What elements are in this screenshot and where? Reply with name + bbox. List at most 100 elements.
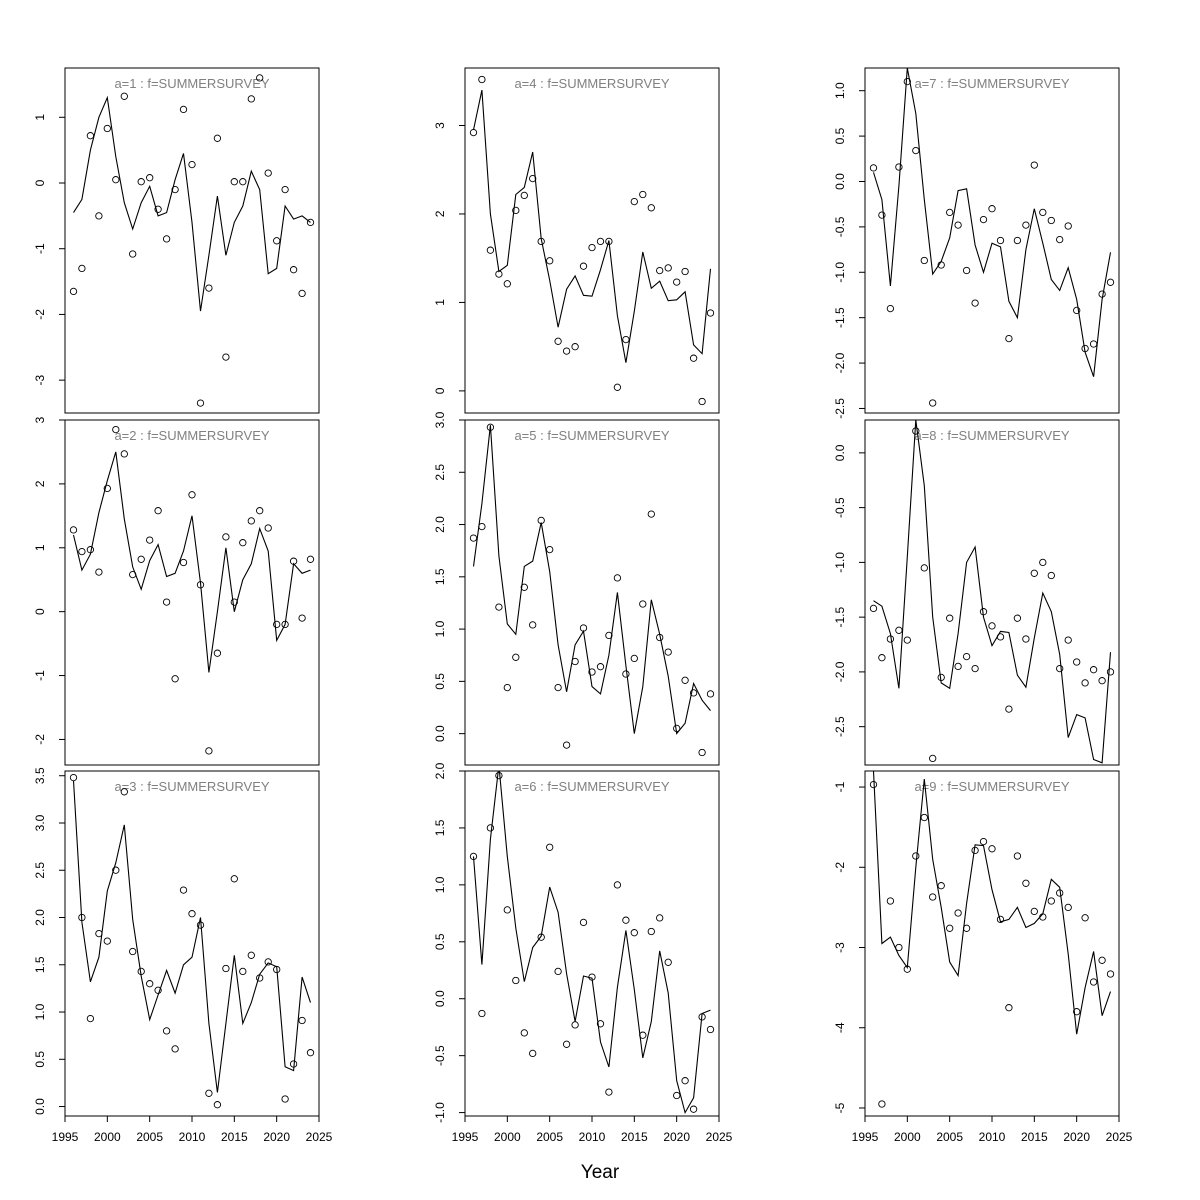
y-tick-label: 3 bbox=[33, 416, 47, 423]
x-tick-label: 1995 bbox=[452, 1130, 479, 1144]
observed-point bbox=[537, 933, 545, 941]
observed-point bbox=[289, 266, 298, 274]
observed-point bbox=[681, 676, 689, 684]
y-tick-label: -1.5 bbox=[833, 307, 847, 328]
observed-point bbox=[213, 649, 222, 657]
x-tick-label: 2005 bbox=[136, 1130, 163, 1144]
observed-point bbox=[673, 1091, 681, 1100]
y-tick-label: -3 bbox=[833, 942, 847, 953]
observed-point bbox=[946, 614, 954, 622]
y-tick-label: -2.5 bbox=[833, 398, 847, 419]
observed-point bbox=[962, 924, 971, 932]
observed-point bbox=[1013, 852, 1022, 860]
observed-point bbox=[512, 653, 520, 661]
fitted-line bbox=[872, 68, 1112, 377]
fitted-line bbox=[72, 780, 312, 1093]
panel-title: a=9 : f=SUMMERSURVEY bbox=[914, 779, 1069, 794]
observed-point bbox=[486, 824, 495, 832]
observed-point bbox=[622, 670, 630, 678]
y-tick-label: 3.0 bbox=[433, 411, 447, 428]
observed-point bbox=[230, 178, 238, 186]
observed-point bbox=[120, 450, 128, 458]
observed-point bbox=[912, 427, 920, 435]
observed-point bbox=[1081, 914, 1089, 922]
observed-point bbox=[512, 976, 520, 985]
observed-point bbox=[103, 484, 111, 493]
observed-point bbox=[971, 846, 979, 855]
observed-point bbox=[306, 218, 315, 227]
observed-point bbox=[579, 918, 588, 927]
x-tick-label: 1995 bbox=[52, 1130, 79, 1144]
observed-point bbox=[103, 937, 111, 945]
observed-point bbox=[979, 837, 988, 846]
observed-point bbox=[529, 1049, 537, 1058]
observed-point bbox=[1022, 879, 1030, 887]
observed-point bbox=[179, 886, 188, 894]
fitted-line bbox=[472, 771, 711, 1115]
observed-point bbox=[954, 221, 962, 229]
observed-point bbox=[596, 1020, 605, 1028]
observed-point bbox=[937, 673, 945, 682]
observed-point bbox=[256, 74, 264, 82]
y-tick-label: -0.5 bbox=[833, 216, 847, 237]
observed-point bbox=[869, 164, 878, 172]
observed-point bbox=[656, 266, 664, 275]
observed-point bbox=[196, 399, 205, 407]
observed-point bbox=[903, 636, 911, 644]
observed-point bbox=[1005, 334, 1013, 343]
observed-point bbox=[979, 215, 988, 224]
y-tick-label: -1.0 bbox=[833, 552, 847, 573]
observed-point bbox=[146, 536, 154, 544]
observed-point bbox=[630, 654, 638, 663]
observed-point bbox=[298, 614, 306, 622]
observed-point bbox=[222, 964, 230, 973]
observed-point bbox=[162, 598, 171, 606]
observed-point bbox=[1013, 614, 1022, 622]
observed-point bbox=[154, 986, 162, 994]
panel-frame bbox=[864, 419, 1120, 766]
observed-point bbox=[129, 947, 137, 956]
observed-point bbox=[205, 284, 213, 292]
observed-point bbox=[146, 980, 154, 988]
observed-point bbox=[689, 689, 698, 697]
observed-point bbox=[929, 754, 937, 763]
x-tick-label: 2025 bbox=[306, 1130, 333, 1144]
observed-point bbox=[1073, 658, 1081, 666]
observed-point bbox=[1098, 677, 1106, 685]
panel-title: a=6 : f=SUMMERSURVEY bbox=[514, 779, 669, 794]
observed-point bbox=[162, 1027, 171, 1035]
y-tick-label: 0.5 bbox=[33, 1051, 47, 1068]
observed-point bbox=[903, 77, 911, 86]
x-tick-label: 2020 bbox=[263, 1130, 290, 1144]
x-tick-label: 2015 bbox=[1021, 1130, 1048, 1144]
observed-point bbox=[154, 507, 162, 515]
observed-point bbox=[698, 748, 706, 757]
observed-point bbox=[520, 583, 528, 591]
observed-point bbox=[588, 973, 596, 981]
observed-point bbox=[95, 212, 103, 220]
observed-point bbox=[112, 176, 120, 184]
panel-5: a=5 : f=SUMMERSURVEY 0.0 0.5 1.0 1.5 2.0 2.5 3.… bbox=[433, 411, 720, 766]
observed-point bbox=[622, 335, 630, 344]
y-tick-label: 1.0 bbox=[433, 620, 447, 637]
observed-point bbox=[605, 631, 613, 640]
observed-point bbox=[495, 771, 503, 780]
panel-frame bbox=[64, 67, 320, 414]
y-tick-label: -5 bbox=[833, 1102, 847, 1113]
y-tick-label: -3 bbox=[33, 374, 47, 385]
observed-point bbox=[698, 1013, 706, 1021]
observed-point bbox=[112, 425, 120, 434]
observed-point bbox=[869, 780, 878, 789]
observed-point bbox=[120, 92, 128, 100]
observed-point bbox=[1056, 889, 1064, 897]
y-tick-label: 2.5 bbox=[33, 862, 47, 879]
observed-point bbox=[495, 603, 503, 611]
observed-point bbox=[706, 690, 715, 698]
observed-point bbox=[529, 174, 537, 183]
y-tick-label: -1 bbox=[833, 781, 847, 792]
observed-point bbox=[996, 633, 1005, 641]
observed-point bbox=[1106, 668, 1115, 676]
observed-point bbox=[1073, 1008, 1081, 1016]
observed-point bbox=[895, 943, 903, 952]
